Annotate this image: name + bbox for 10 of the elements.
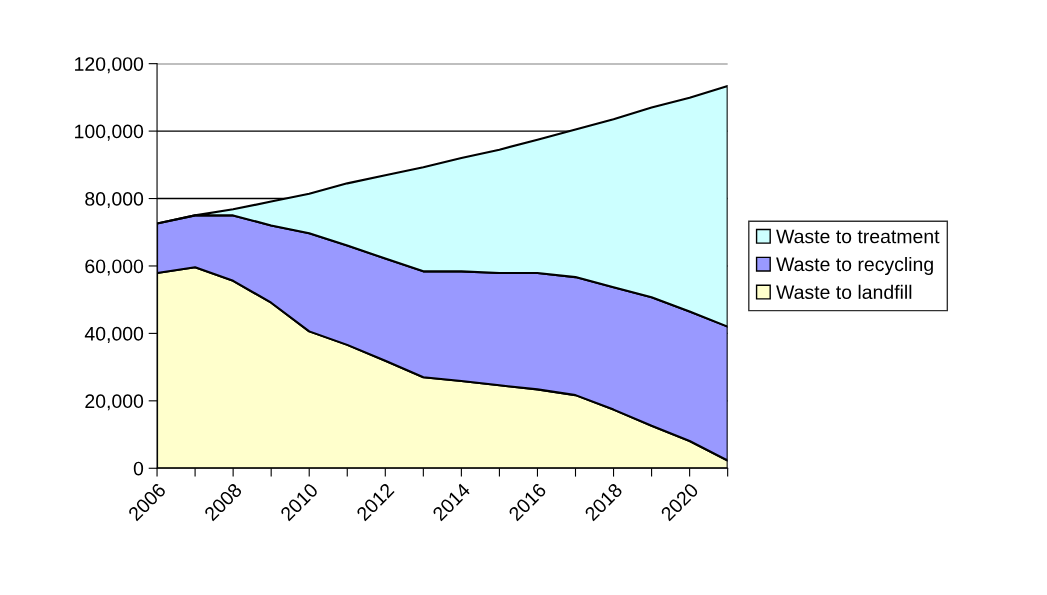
y-tick-label: 60,000 <box>85 259 144 276</box>
y-tick-label: 0 <box>133 461 144 476</box>
y-tick-label: 20,000 <box>85 394 144 411</box>
legend-label: Waste to treatment <box>776 229 940 244</box>
y-tick-label: 80,000 <box>85 192 144 209</box>
y-tick-label: 40,000 <box>84 326 144 343</box>
y-tick-label: 100,000 <box>75 124 144 141</box>
y-tick-label: 120,000 <box>75 57 144 74</box>
legend-label: Waste to recycling <box>776 256 933 276</box>
legend-label: Waste to landfill <box>776 284 912 300</box>
